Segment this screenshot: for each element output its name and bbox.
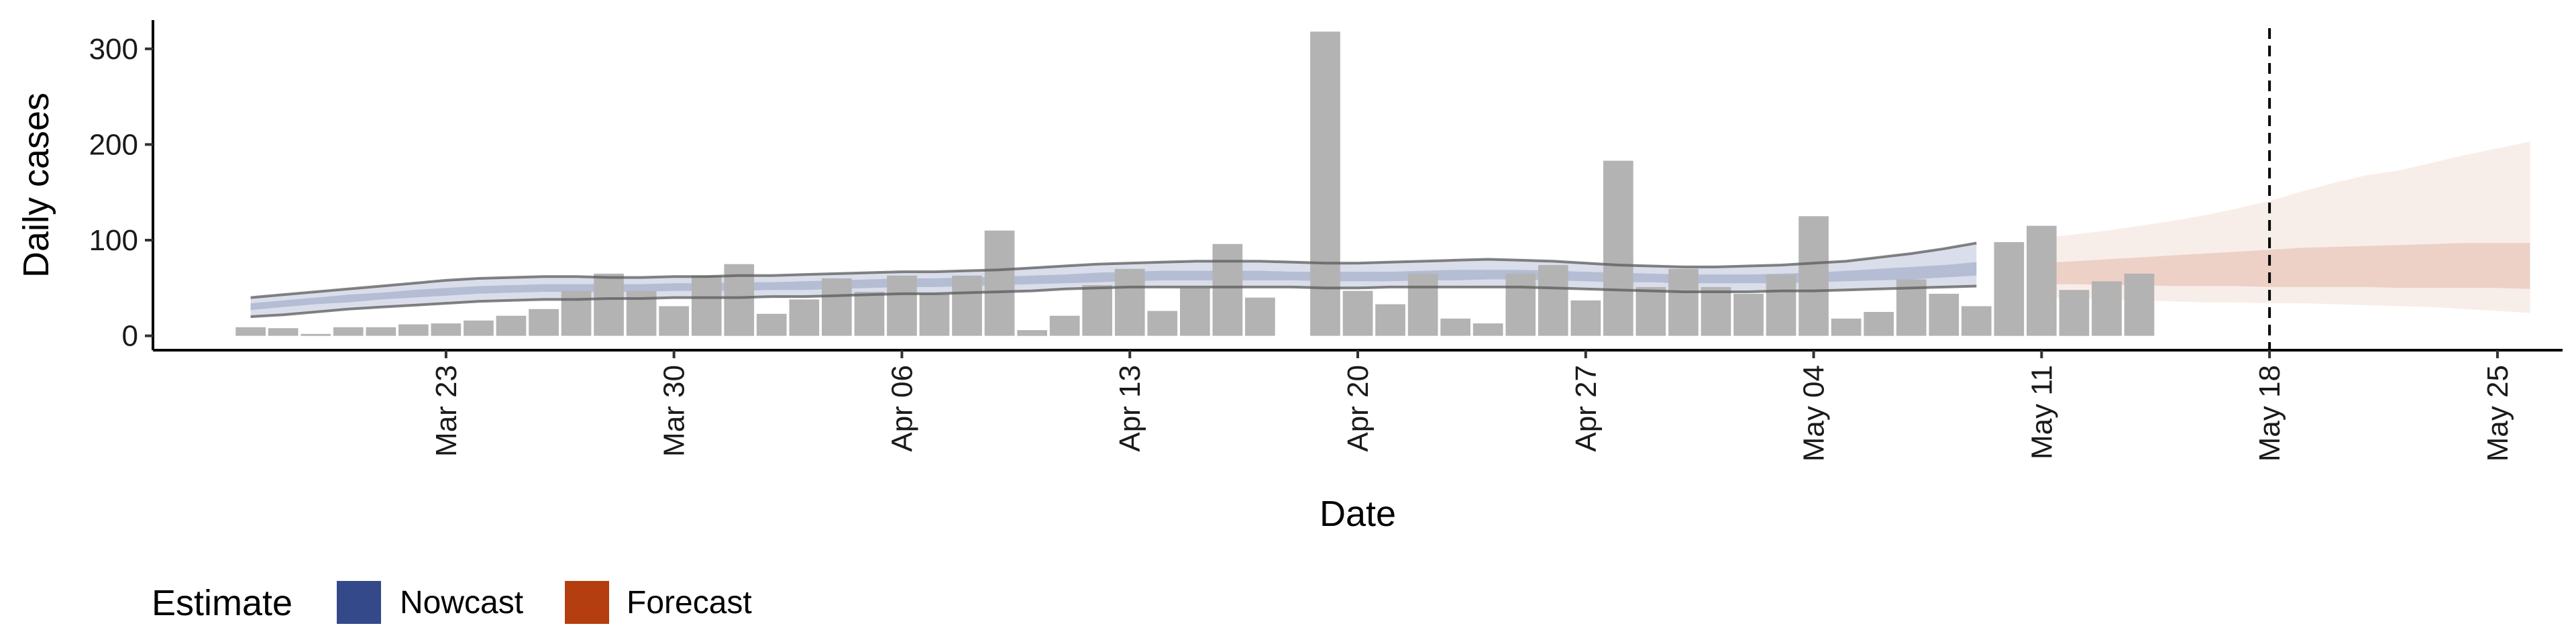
legend-key-nowcast [337,581,381,624]
case-bar [1603,160,1633,336]
case-bar [1994,241,2025,336]
case-bar [1505,273,1536,336]
x-tick-label: Apr 27 [1570,365,1603,452]
y-tick-label: 100 [89,224,138,257]
legend-key-forecast [565,581,609,624]
case-bar [822,278,852,336]
case-bar [1212,244,1243,336]
case-bar [1472,323,1503,336]
case-bar [1570,300,1601,336]
forecast-band-50 [2041,243,2530,289]
case-bar [756,313,787,336]
case-bar [268,328,299,336]
case-bar [659,306,689,336]
case-bar [1180,288,1210,336]
case-bar [1147,311,1178,336]
case-bar [1766,274,1796,336]
case-bar [2027,225,2057,336]
case-bar [1961,306,1992,336]
y-axis-title: Daily cases [16,93,56,278]
y-tick-label: 200 [89,128,138,161]
case-bar [1407,273,1438,336]
case-bar [1538,265,1568,336]
case-bar [887,275,917,336]
case-bar [789,299,820,336]
case-bar [984,230,1015,336]
legend-label-forecast: Forecast [627,585,752,621]
x-tick-label: Apr 06 [885,365,918,452]
case-bar [691,275,722,336]
case-bar [1635,286,1666,336]
x-axis-ticks: Mar 23 Mar 30 Apr 06 Apr 13 Apr 20 Apr 27 May … [430,350,2514,462]
case-bar [1114,268,1145,336]
legend: Estimate Nowcast Forecast [152,581,752,624]
case-bar [1049,315,1080,336]
legend-label-nowcast: Nowcast [400,585,523,621]
reported-case-bars [235,32,2155,336]
case-bar [1831,318,1862,336]
case-bar [1017,330,1047,336]
x-tick-label: May 18 [2253,365,2286,462]
case-bar [1701,286,1731,336]
case-bar [301,333,331,336]
forecast-band-90 [2041,142,2530,313]
x-tick-label: Mar 23 [430,365,463,457]
x-tick-label: Mar 30 [658,365,691,457]
case-bar [1375,304,1405,336]
case-bar [1342,290,1373,336]
case-bar [561,290,592,336]
case-bar [1668,268,1699,336]
x-tick-label: Apr 13 [1114,365,1146,452]
case-bar [1245,297,1275,336]
case-bar [854,292,885,336]
case-bar [2059,290,2090,336]
case-bar [235,327,266,336]
nowcast-upper-line [250,241,1977,299]
case-bar [1733,293,1764,336]
x-tick-label: May 04 [1798,365,1831,462]
nowcast-lower-line [250,284,1977,319]
case-bar [1864,312,1894,336]
estimate-bands [250,142,2530,317]
case-bar [1440,318,1470,336]
case-bar [464,320,494,336]
case-bar [1799,216,1829,336]
nowcast-outline [250,241,1977,319]
case-bar [1082,285,1112,336]
case-bar [529,309,559,336]
case-bar [398,324,429,336]
case-bar [952,275,982,336]
case-bar [1929,293,1960,336]
y-axis-ticks: 0 100 200 300 [89,33,153,353]
legend-title: Estimate [152,583,292,623]
case-bar [594,273,624,336]
case-bar [496,315,527,336]
x-tick-label: May 25 [2481,365,2514,462]
case-bar [431,323,462,336]
case-bar [333,327,364,336]
case-bar [2124,273,2155,336]
y-tick-label: 300 [89,33,138,66]
case-bar [366,327,396,336]
case-bar [1310,32,1340,336]
case-bar [2092,281,2122,336]
y-tick-label: 0 [122,320,138,353]
x-tick-label: May 11 [2025,365,2058,460]
x-tick-label: Apr 20 [1342,365,1375,452]
x-axis-title: Date [1320,494,1396,534]
case-bar [919,293,950,336]
